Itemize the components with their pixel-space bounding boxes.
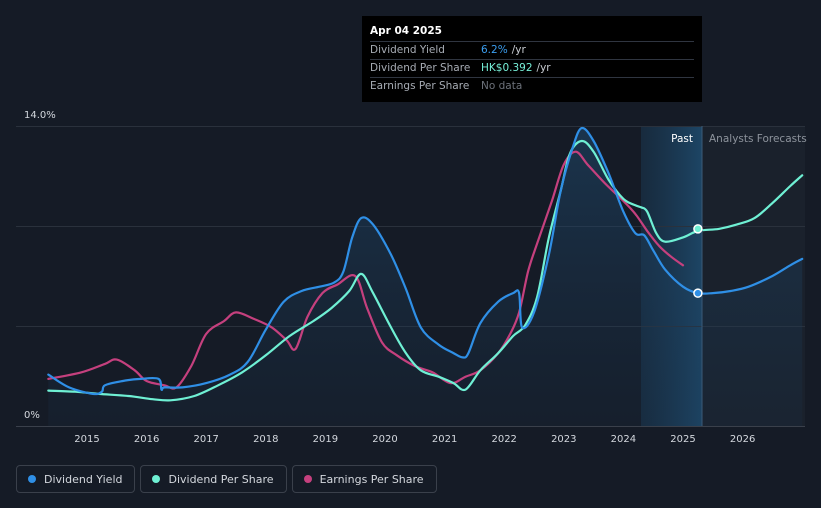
legend-label: Dividend Yield bbox=[44, 472, 123, 486]
legend-item-dividend-yield[interactable]: Dividend Yield bbox=[16, 465, 136, 493]
tooltip-label: Dividend Yield bbox=[370, 44, 445, 56]
legend-dot-icon bbox=[28, 475, 36, 483]
forecast-label: Analysts Forecasts bbox=[709, 133, 807, 145]
x-tick-label: 2025 bbox=[670, 434, 695, 445]
y-axis-bottom-label: 0% bbox=[24, 410, 40, 421]
x-tick-label: 2024 bbox=[611, 434, 636, 445]
legend-dot-icon bbox=[152, 475, 161, 483]
tooltip-date: Apr 04 2025 bbox=[370, 22, 694, 42]
legend: Dividend Yield Dividend Per Share Earnin… bbox=[16, 465, 437, 493]
legend-item-dividend-per-share[interactable]: Dividend Per Share bbox=[140, 465, 287, 493]
x-tick-label: 2018 bbox=[253, 434, 278, 445]
tooltip-value: 6.2% bbox=[481, 44, 508, 56]
legend-item-earnings-per-share[interactable]: Earnings Per Share bbox=[291, 465, 437, 493]
tooltip: Apr 04 2025 Dividend Yield 6.2% /yr Divi… bbox=[362, 16, 702, 102]
legend-dot-icon bbox=[303, 475, 312, 483]
tooltip-value: HK$0.392 bbox=[481, 62, 533, 74]
past-label: Past bbox=[671, 133, 693, 145]
tooltip-row-dividend-per-share: Dividend Per Share HK$0.392 /yr bbox=[370, 60, 694, 78]
dividend-chart: Past Analysts Forecasts 14.0% 0% 2015 201… bbox=[16, 110, 807, 445]
tooltip-row-dividend-yield: Dividend Yield 6.2% /yr bbox=[370, 42, 694, 60]
x-tick-label: 2022 bbox=[491, 434, 516, 445]
series-line-earnings-per-share bbox=[47, 150, 685, 390]
tooltip-label: Dividend Per Share bbox=[370, 62, 471, 74]
tooltip-row-earnings-per-share: Earnings Per Share No data bbox=[370, 78, 694, 95]
x-tick-label: 2021 bbox=[432, 434, 457, 445]
x-tick-label: 2015 bbox=[74, 434, 99, 445]
x-tick-label: 2017 bbox=[193, 434, 218, 445]
x-tick-label: 2016 bbox=[134, 434, 159, 445]
tooltip-label: Earnings Per Share bbox=[370, 80, 470, 92]
tooltip-unit: /yr bbox=[536, 62, 551, 74]
legend-label: Dividend Per Share bbox=[168, 472, 274, 486]
x-tick-label: 2019 bbox=[313, 434, 338, 445]
series-line-dividend-yield bbox=[47, 126, 804, 396]
x-tick-label: 2023 bbox=[551, 434, 576, 445]
legend-label: Earnings Per Share bbox=[319, 472, 424, 486]
x-tick-label: 2026 bbox=[730, 434, 755, 445]
tooltip-unit: /yr bbox=[511, 44, 526, 56]
tooltip-value: No data bbox=[481, 80, 523, 92]
marker-dividend-yield bbox=[693, 288, 703, 298]
marker-dividend-per-share bbox=[693, 224, 703, 234]
x-tick-label: 2020 bbox=[372, 434, 397, 445]
series-line-dividend-per-share bbox=[47, 139, 804, 402]
dividend-yield-area bbox=[48, 127, 803, 427]
y-axis-top-label: 14.0% bbox=[24, 110, 56, 121]
